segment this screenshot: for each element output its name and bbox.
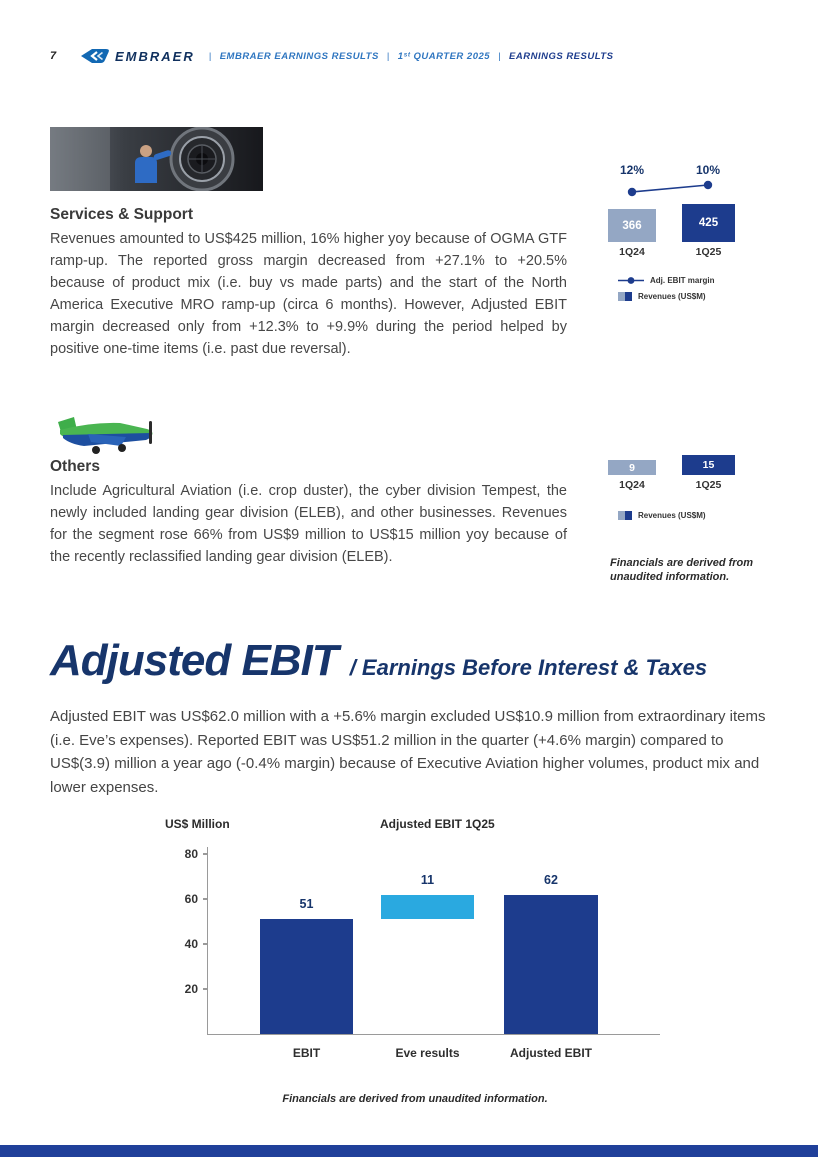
services-title: Services & Support: [50, 206, 193, 223]
line-marker-icon: [618, 277, 644, 284]
footer-band: [0, 1145, 818, 1157]
revenue-bar-1q24: 366: [608, 209, 656, 242]
bar-value-ebit: 51: [299, 897, 314, 912]
bar-adjusted-ebit: [504, 894, 598, 1034]
services-categories: 1Q24 1Q25: [608, 246, 735, 258]
others-bars: 9 15: [608, 449, 735, 475]
others-plane-image: [50, 408, 160, 461]
ebit-title: Adjusted EBIT: [50, 636, 339, 685]
chart-footnote: Financials are derived from unaudited in…: [282, 1093, 548, 1105]
revenue-value-1q25: 425: [698, 217, 719, 229]
others-chart-legend: Revenues (US$M): [618, 511, 706, 527]
services-bars: 366 425: [608, 200, 735, 242]
bar-eve-results: [381, 894, 474, 920]
bar-value-adjusted: 62: [544, 872, 558, 887]
chart-plot-area: 20 40 60 80 51 11 62 EBIT Eve results Ad…: [185, 847, 660, 1060]
services-revenue-chart: 12% 10% 366 425 1Q24 1Q25 Adj. EBIT marg…: [608, 163, 740, 308]
category-label-1q25: 1Q25: [695, 246, 722, 258]
services-photo: [50, 126, 263, 196]
brand-text: EMBRAER: [115, 48, 195, 64]
legend-label: Revenues (US$M): [638, 292, 706, 301]
others-body: Include Agricultural Aviation (i.e. crop…: [50, 483, 567, 565]
breadcrumb-separator: |: [208, 50, 212, 62]
revenue-bar-1q25: 15: [682, 455, 735, 475]
others-categories: 1Q24 1Q25: [608, 479, 735, 491]
bar-value-eve: 11: [420, 872, 435, 887]
category-label-eve-results: Eve results: [395, 1046, 460, 1060]
y-axis-label: US$ Million: [165, 817, 230, 831]
breadcrumb-quarter: 1ˢᵗ QUARTER 2025: [397, 50, 491, 62]
breadcrumb-separator: |: [498, 50, 502, 62]
category-label-ebit: EBIT: [292, 1046, 321, 1060]
chart-title: Adjusted EBIT 1Q25: [380, 817, 495, 831]
breadcrumb-separator: |: [386, 50, 390, 62]
page-header: 7 EMBRAER | EMBRAER EARNINGS RESULTS | 1…: [50, 48, 613, 64]
breadcrumb: | EMBRAER EARNINGS RESULTS | 1ˢᵗ QUARTER…: [209, 51, 614, 62]
revenue-value-1q24: 9: [629, 461, 635, 474]
legend-revenues: Revenues (US$M): [618, 511, 706, 520]
legend-label: Revenues (US$M): [638, 511, 706, 520]
revenue-bar-1q24: 9: [608, 460, 656, 475]
page-number: 7: [50, 50, 57, 62]
unaudited-note: Financials are derived from unaudited in…: [610, 557, 754, 583]
ebit-heading: Adjusted EBIT / Earnings Before Interest…: [50, 636, 707, 686]
category-label-1q25: 1Q25: [695, 479, 722, 491]
others-revenue-chart: 9 15 1Q24 1Q25 Revenues (US$M): [608, 449, 740, 549]
category-label-1q24: 1Q24: [619, 246, 645, 258]
legend-revenues: Revenues (US$M): [618, 292, 714, 301]
ebit-margin-value-1q25: 10%: [695, 163, 721, 177]
category-label-1q24: 1Q24: [619, 479, 645, 491]
ebit-margin-value-1q24: 12%: [619, 163, 645, 177]
revenue-value-1q25: 15: [702, 459, 715, 471]
bar-swatch-icon: [618, 511, 632, 520]
category-label-adjusted-ebit: Adjusted EBIT: [509, 1046, 592, 1060]
breadcrumb-section: EARNINGS RESULTS: [509, 50, 614, 62]
ebit-subtitle: / Earnings Before Interest & Taxes: [349, 655, 708, 680]
others-title: Others: [50, 458, 100, 475]
ebit-margin-line: [627, 180, 713, 197]
y-tick-60: 60: [163, 892, 208, 906]
bar-swatch-icon: [618, 292, 632, 301]
adjusted-ebit-chart: US$ Million Adjusted EBIT 1Q25 20 40 60 …: [165, 813, 665, 1113]
legend-label: Adj. EBIT margin: [650, 276, 715, 285]
revenue-bar-1q25: 425: [682, 204, 735, 242]
revenue-value-1q24: 366: [622, 219, 642, 232]
embraer-logo-icon: [81, 49, 109, 63]
breadcrumb-doc-title: EMBRAER EARNINGS RESULTS: [219, 50, 379, 62]
services-body: Revenues amounted to US$425 million, 16%…: [50, 231, 567, 357]
embraer-logo: EMBRAER: [80, 48, 195, 64]
y-tick-40: 40: [163, 937, 208, 951]
legend-adj-ebit-margin: Adj. EBIT margin: [618, 276, 714, 285]
ebit-body: Adjusted EBIT was US$62.0 million with a…: [50, 708, 766, 796]
y-tick-80: 80: [163, 847, 208, 861]
y-tick-20: 20: [163, 982, 208, 996]
bar-ebit: [260, 919, 353, 1034]
services-chart-legend: Adj. EBIT margin Revenues (US$M): [618, 276, 714, 308]
